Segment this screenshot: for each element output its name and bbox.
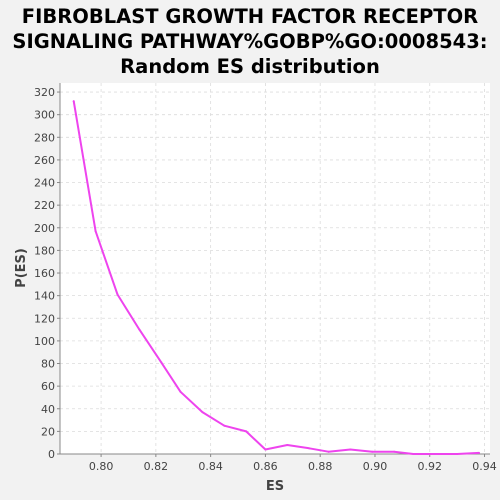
x-tick-label: 0.86 — [253, 460, 278, 473]
data-point — [478, 451, 481, 454]
y-tick-label: 120 — [34, 312, 55, 325]
x-tick-label: 0.92 — [417, 460, 442, 473]
data-point — [412, 453, 415, 455]
x-tick-label: 0.94 — [472, 460, 497, 473]
data-point — [179, 390, 182, 393]
y-tick-label: 280 — [34, 131, 55, 144]
data-point — [72, 100, 75, 103]
x-tick-label: 0.80 — [89, 460, 114, 473]
chart-title: FIBROBLAST GROWTH FACTOR RECEPTOR SIGNAL… — [0, 4, 500, 79]
data-point — [456, 453, 459, 455]
axes: 0 20 40 60 80 100 120 140 160 180 200 220 240 260 280 3… — [34, 83, 497, 473]
y-axis-label: P(ES) — [14, 248, 29, 288]
x-tick-label: 0.90 — [363, 460, 388, 473]
data-point — [308, 447, 311, 450]
data-point — [94, 230, 97, 233]
y-tick-label: 80 — [41, 358, 55, 371]
y-tick-label: 40 — [41, 403, 55, 416]
data-point — [393, 450, 396, 453]
data-point — [327, 450, 330, 453]
series-layer — [72, 100, 481, 455]
y-tick-label: 240 — [34, 177, 55, 190]
data-point — [138, 328, 141, 331]
x-axis-label: ES — [266, 479, 284, 494]
x-tick-label: 0.82 — [144, 460, 169, 473]
data-point — [201, 411, 204, 414]
data-point — [434, 453, 437, 455]
data-point — [116, 293, 119, 296]
data-point — [371, 450, 374, 453]
x-tick-label: 0.88 — [308, 460, 333, 473]
series-line — [72, 100, 480, 455]
y-tick-label: 260 — [34, 154, 55, 167]
chart-title-line-1: FIBROBLAST GROWTH FACTOR RECEPTOR — [21, 5, 479, 28]
y-tick-label: 180 — [34, 244, 55, 257]
data-point — [223, 424, 226, 427]
plot-area — [60, 83, 490, 454]
x-tick-label: 0.84 — [198, 460, 223, 473]
data-point — [160, 361, 163, 364]
y-tick-label: 100 — [34, 335, 55, 348]
chart-title-line-3: Random ES distribution — [120, 55, 380, 78]
data-point — [286, 443, 289, 446]
grid — [60, 83, 490, 455]
y-tick-label: 220 — [34, 199, 55, 212]
y-tick-label: 140 — [34, 290, 55, 303]
y-tick-label: 0 — [48, 448, 55, 461]
y-tick-label: 160 — [34, 267, 55, 280]
y-tick-label: 300 — [34, 109, 55, 122]
y-tick-label: 200 — [34, 222, 55, 235]
y-tick-label: 60 — [41, 380, 55, 393]
chart-title-line-2: SIGNALING PATHWAY%GOBP%GO:0008543: — [12, 30, 488, 53]
data-point — [349, 448, 352, 451]
data-point — [264, 448, 267, 451]
y-tick-label: 20 — [41, 425, 55, 438]
data-point — [245, 430, 248, 433]
y-tick-label: 320 — [34, 86, 55, 99]
